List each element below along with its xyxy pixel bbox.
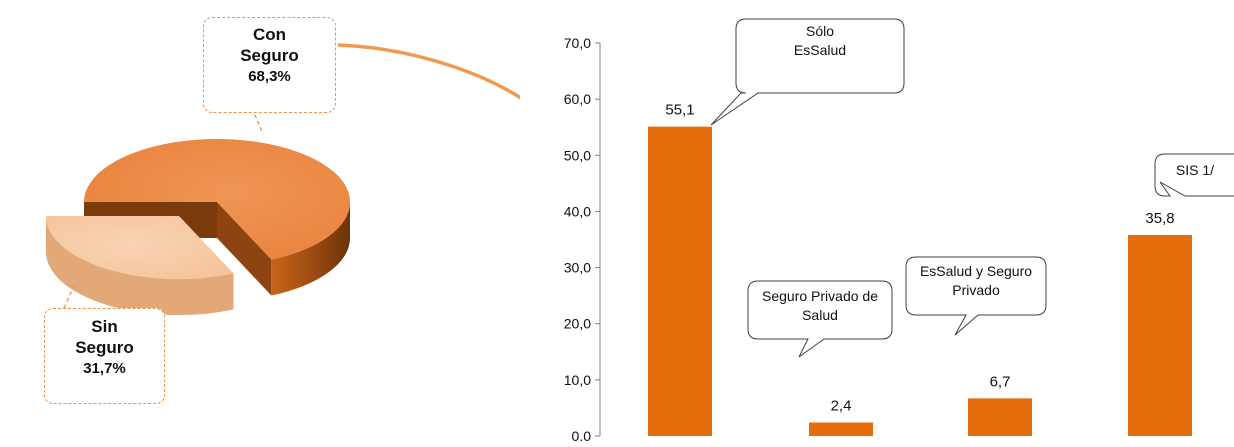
essalud-privado-callout-text: EsSalud y Seguro Privado [906, 262, 1046, 300]
y-tick-label: 40,0 [564, 203, 591, 219]
solo-essalud-callout [710, 18, 905, 126]
pie-con-seguro-cut-wall [217, 202, 272, 296]
transition-arrow [337, 43, 544, 115]
bar-chart: 0.0 10,0 20,0 30,0 40,0 50,0 60,0 70,0 55,1 2,4 6,… [564, 18, 1234, 444]
bar-value-label: 35,8 [1145, 210, 1174, 227]
seguro-privado-callout-text: Seguro Privado de Salud [746, 287, 894, 325]
sin-seguro-label-line1: Sin [91, 317, 118, 336]
y-tick-label: 20,0 [564, 316, 591, 332]
sin-seguro-callout: Sin Seguro 31,7% [44, 308, 165, 404]
essalud-privado-line1: EsSalud y Seguro [919, 263, 1033, 279]
bar [648, 126, 712, 436]
bar [1128, 235, 1192, 436]
bar [968, 398, 1032, 436]
pie-chart-area: Con Seguro 68,3% Sin Seguro 31,7% [0, 0, 558, 442]
pie-slice-sin-seguro [46, 216, 234, 279]
sis-callout [1154, 153, 1234, 197]
sin-seguro-label-line2: Seguro [75, 338, 134, 357]
y-tick-label: 0.0 [572, 428, 592, 442]
sis-callout-text: SIS 1/ [1155, 161, 1234, 180]
sis-line1: SIS 1/ [1175, 162, 1215, 178]
solo-essalud-line1: Sólo [805, 23, 835, 39]
bar-value-label: 2,4 [831, 398, 852, 415]
y-tick-label: 10,0 [564, 372, 591, 388]
con-seguro-callout: Con Seguro 68,3% [203, 17, 336, 113]
con-seguro-label-line1: Con [252, 25, 287, 44]
pie-slice-con-seguro [84, 139, 350, 260]
seguro-privado-line1: Seguro Privado de [762, 288, 878, 304]
seguro-privado-callout [747, 280, 893, 358]
bar [809, 422, 873, 436]
bar-value-label: 6,7 [990, 373, 1011, 390]
essalud-privado-line2: Privado [952, 282, 1000, 298]
solo-essalud-callout-text: Sólo EsSalud [738, 22, 902, 60]
y-tick-label: 70,0 [564, 35, 591, 51]
y-tick-label: 30,0 [564, 260, 591, 276]
con-seguro-callout-pointer [251, 107, 264, 135]
bar-chart-area: 0.0 10,0 20,0 30,0 40,0 50,0 60,0 70,0 55,1 2,4 6,… [520, 0, 1234, 444]
y-tick-label: 50,0 [564, 147, 591, 163]
bar-value-label: 55,1 [665, 102, 694, 119]
con-seguro-label-line2: Seguro [240, 46, 299, 65]
con-seguro-percent: 68,3% [248, 68, 291, 85]
solo-essalud-line2: EsSalud [793, 42, 847, 58]
seguro-privado-line2: Salud [802, 307, 838, 323]
y-tick-label: 60,0 [564, 91, 591, 107]
pie-chart [46, 43, 558, 315]
essalud-privado-callout [905, 256, 1047, 336]
pie-sin-seguro-side [46, 216, 234, 315]
sin-seguro-percent: 31,7% [83, 360, 126, 377]
pie-con-seguro-side [271, 202, 350, 296]
